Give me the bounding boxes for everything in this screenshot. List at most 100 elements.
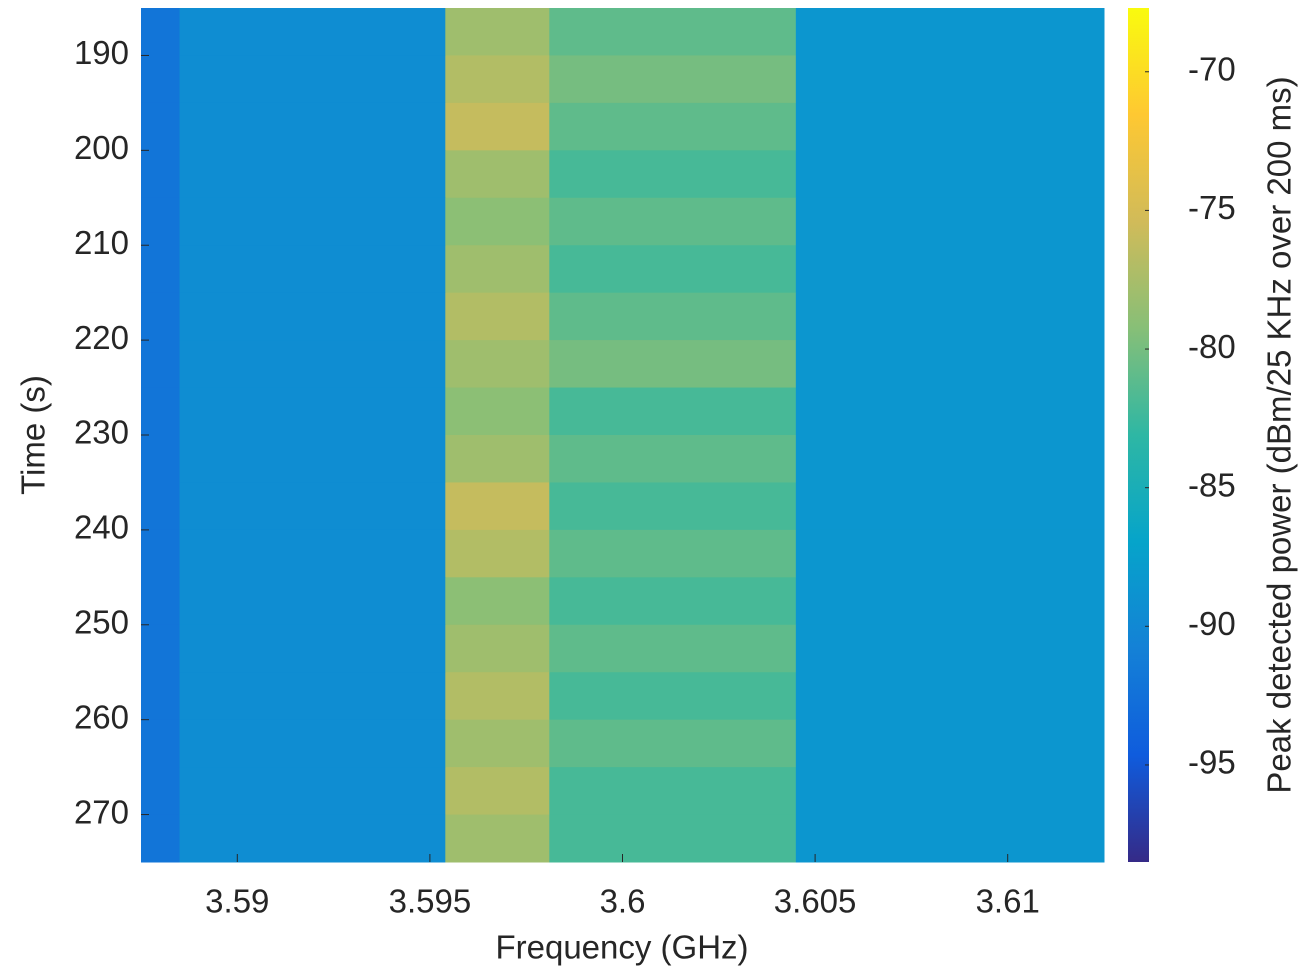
cell <box>179 150 446 199</box>
cell <box>549 387 797 436</box>
cell <box>445 8 550 56</box>
cell <box>549 577 797 626</box>
heatmap <box>141 8 1105 863</box>
cell <box>795 529 1105 578</box>
cell <box>795 55 1105 104</box>
cell <box>445 292 550 341</box>
cell <box>445 435 550 483</box>
cell <box>141 482 181 531</box>
x-axis-label: Frequency (GHz) <box>495 929 748 966</box>
x-tick-label: 3.6 <box>600 883 646 920</box>
cell <box>445 340 550 389</box>
y-tick-label: 270 <box>74 793 129 830</box>
cell <box>141 672 181 721</box>
cell <box>795 387 1105 436</box>
y-tick-label: 260 <box>74 698 129 735</box>
cell <box>549 102 797 151</box>
cell <box>795 102 1105 151</box>
cell <box>141 387 181 436</box>
cell <box>445 767 550 816</box>
cell <box>179 529 446 578</box>
cell <box>141 577 181 626</box>
colorbar-tick-label: -90 <box>1188 605 1236 642</box>
cell <box>795 197 1105 246</box>
cell <box>179 672 446 721</box>
x-tick-label: 3.605 <box>774 883 857 920</box>
y-tick-label: 200 <box>74 129 129 166</box>
cell <box>549 719 797 768</box>
y-tick-label: 220 <box>74 319 129 356</box>
cell <box>179 245 446 294</box>
y-axis-label: Time (s) <box>15 375 52 495</box>
y-tick-label: 250 <box>74 603 129 640</box>
cell <box>795 245 1105 294</box>
cell <box>445 387 550 436</box>
cell <box>179 387 446 436</box>
cell <box>445 245 550 294</box>
y-tick-label: 230 <box>74 414 129 451</box>
cell <box>141 245 181 294</box>
cell <box>445 624 550 673</box>
cell <box>141 292 181 341</box>
cell <box>549 197 797 246</box>
colorbar-tick-label: -95 <box>1188 744 1236 781</box>
cell <box>795 814 1105 863</box>
cell <box>179 102 446 151</box>
colorbar-tick-label: -75 <box>1188 189 1236 226</box>
cell <box>445 197 550 246</box>
cell <box>141 102 181 151</box>
x-tick-label: 3.59 <box>205 883 269 920</box>
cell <box>795 8 1105 56</box>
cell <box>141 719 181 768</box>
y-tick-label: 240 <box>74 509 129 546</box>
cell <box>549 814 797 863</box>
cell <box>141 435 181 483</box>
cell <box>549 529 797 578</box>
cell <box>549 767 797 816</box>
cell <box>795 340 1105 389</box>
cell <box>179 814 446 863</box>
cell <box>445 814 550 863</box>
cell <box>141 197 181 246</box>
x-tick-label: 3.61 <box>976 883 1040 920</box>
cell <box>445 672 550 721</box>
cell <box>445 482 550 531</box>
cell <box>141 529 181 578</box>
cell <box>179 8 446 56</box>
cell <box>795 150 1105 199</box>
cell <box>549 624 797 673</box>
cell <box>179 767 446 816</box>
cell <box>795 292 1105 341</box>
cell <box>141 814 181 863</box>
cell <box>549 55 797 104</box>
cell <box>795 435 1105 483</box>
cell <box>795 577 1105 626</box>
cell <box>141 8 181 56</box>
cell <box>549 245 797 294</box>
colorbar-tick-label: -70 <box>1188 50 1236 87</box>
cell <box>179 482 446 531</box>
colorbar-tick-label: -80 <box>1188 328 1236 365</box>
cell <box>445 102 550 151</box>
cell <box>445 719 550 768</box>
x-tick-label: 3.595 <box>389 883 472 920</box>
cell <box>141 767 181 816</box>
cell <box>141 624 181 673</box>
cell <box>549 292 797 341</box>
colorbar <box>1128 8 1149 862</box>
colorbar-label: Peak detected power (dBm/25 KHz over 200… <box>1261 76 1298 793</box>
cell <box>795 482 1105 531</box>
cell <box>795 672 1105 721</box>
cell <box>141 55 181 104</box>
cell <box>179 719 446 768</box>
y-tick-label: 210 <box>74 224 129 261</box>
cell <box>141 340 181 389</box>
cell <box>445 529 550 578</box>
cell <box>549 340 797 389</box>
y-tick-label: 190 <box>74 34 129 71</box>
cell <box>179 292 446 341</box>
cell <box>179 435 446 483</box>
cell <box>549 150 797 199</box>
cell <box>795 719 1105 768</box>
